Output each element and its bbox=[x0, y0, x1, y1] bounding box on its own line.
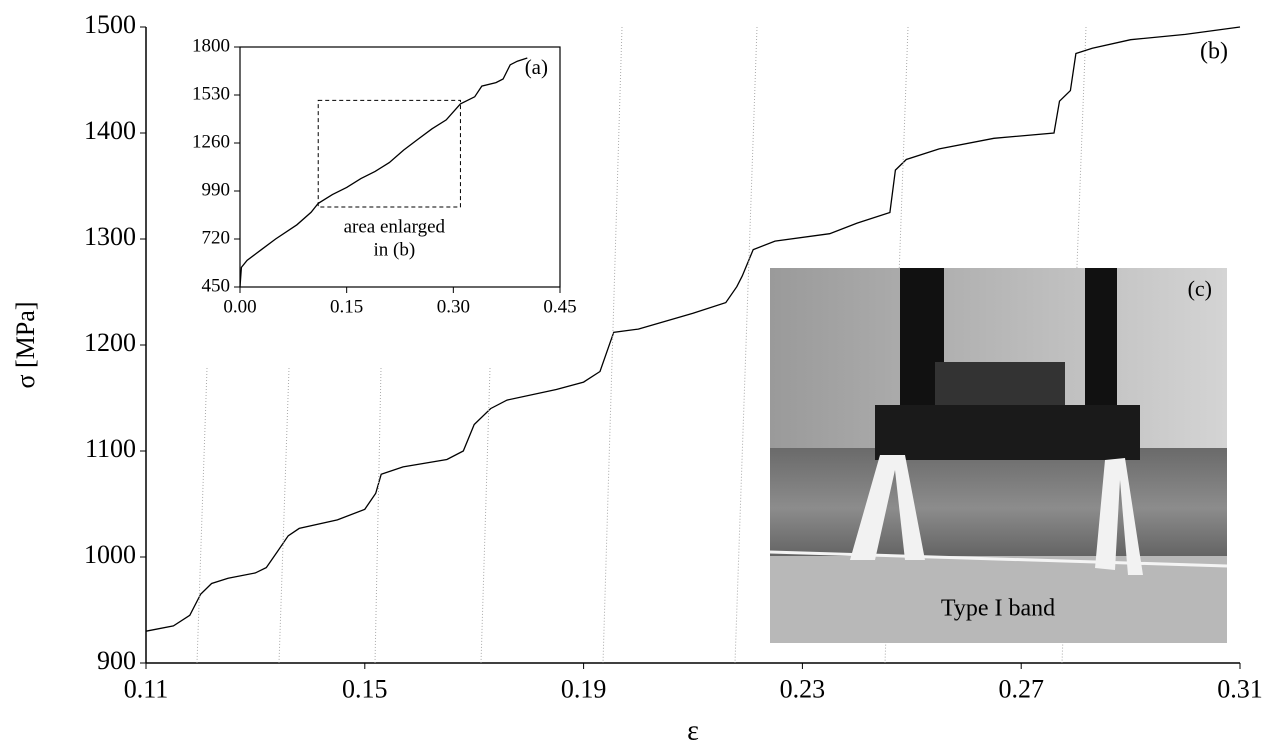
zoom-note: area enlarged bbox=[344, 216, 446, 237]
photo-caption: Type I band bbox=[941, 596, 1055, 622]
y-tick-label: 450 bbox=[202, 275, 231, 296]
guide-line bbox=[278, 367, 290, 664]
y-tick-label: 1260 bbox=[192, 131, 230, 152]
x-tick-label: 0.30 bbox=[437, 296, 470, 317]
y-tick-label: 1000 bbox=[84, 540, 136, 569]
photo-sample bbox=[770, 448, 1227, 568]
x-tick-label: 0.00 bbox=[223, 296, 256, 317]
y-tick-label: 720 bbox=[202, 227, 231, 248]
x-tick-label: 0.27 bbox=[998, 675, 1044, 704]
y-tick-label: 990 bbox=[202, 179, 231, 200]
zoom-note: in (b) bbox=[373, 239, 415, 260]
zoom-box bbox=[317, 99, 461, 208]
x-tick-label: 0.31 bbox=[1217, 675, 1263, 704]
x-tick-label: 0.11 bbox=[124, 675, 169, 704]
panel-label: (a) bbox=[525, 55, 548, 79]
x-tick-label: 0.19 bbox=[561, 675, 607, 704]
x-tick-label: 0.23 bbox=[780, 675, 826, 704]
inset-chart: 450 720 990 1260 1530 1800 0.00 0.15 0.30 0.45 (a)… bbox=[192, 35, 577, 317]
data-line bbox=[145, 26, 1241, 632]
x-tick-label: 0.15 bbox=[330, 296, 363, 317]
guide-line bbox=[602, 26, 623, 664]
photo-fixture bbox=[875, 405, 1140, 460]
photo-plate bbox=[935, 362, 1065, 412]
guide-line bbox=[374, 367, 382, 664]
y-tick-label: 1530 bbox=[192, 83, 230, 104]
photo-band bbox=[850, 455, 925, 560]
y-tick-label: 1500 bbox=[84, 10, 136, 39]
x-tick-label: 0.15 bbox=[342, 675, 388, 704]
photo-band bbox=[1095, 458, 1143, 575]
x-axis-label: ε bbox=[687, 715, 699, 746]
x-tick-label: 0.45 bbox=[543, 296, 576, 317]
y-tick-label: 900 bbox=[97, 646, 136, 675]
data-line bbox=[239, 57, 528, 288]
guide-line bbox=[734, 26, 758, 664]
y-tick-label: 1400 bbox=[84, 116, 136, 145]
photo-edge bbox=[769, 550, 1228, 568]
y-tick-label: 1200 bbox=[84, 328, 136, 357]
inset-bg bbox=[240, 47, 560, 287]
y-tick-label: 1300 bbox=[84, 222, 136, 251]
axes-box bbox=[239, 46, 561, 288]
guide-line bbox=[480, 367, 491, 664]
photo: (c) Type I band bbox=[769, 268, 1228, 643]
y-tick-label: 1100 bbox=[85, 434, 136, 463]
photo-floor bbox=[770, 556, 1227, 643]
main-chart: 900 1000 1100 1200 1300 1400 1500 0.11 0.15 0.19 0… bbox=[11, 10, 1263, 746]
guide-line bbox=[196, 367, 208, 664]
y-tick-label: 1800 bbox=[192, 35, 230, 56]
y-axis-label: σ [MPa] bbox=[11, 302, 40, 389]
panel-label: (b) bbox=[1200, 39, 1228, 65]
photo-label: (c) bbox=[1188, 276, 1212, 301]
